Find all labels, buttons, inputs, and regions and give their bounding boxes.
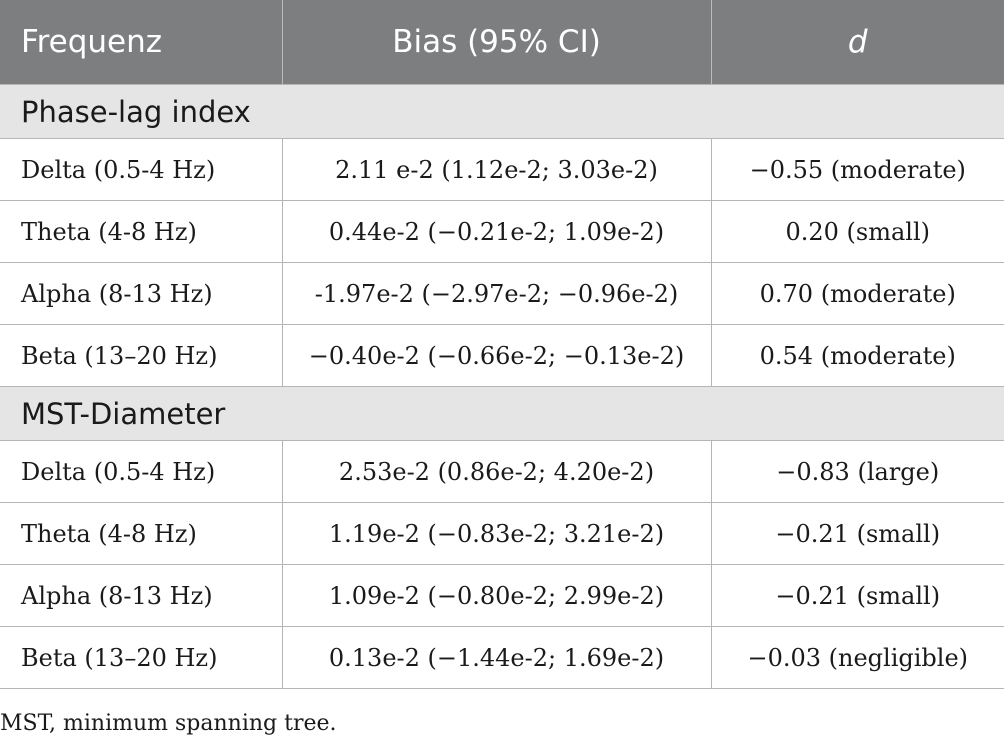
table-row: Beta (13–20 Hz) 0.13e-2 (−1.44e-2; 1.69e…	[0, 626, 1004, 689]
table-header: Frequenz Bias (95% CI) d	[0, 0, 1004, 85]
table-row: Delta (0.5-4 Hz) 2.53e-2 (0.86e-2; 4.20e…	[0, 440, 1004, 503]
header-bias: Bias (95% CI)	[282, 0, 712, 85]
effect-size-cell: −0.55 (moderate)	[711, 138, 1004, 201]
header-frequency: Frequenz	[0, 0, 283, 85]
effect-size-cell: 0.70 (moderate)	[711, 262, 1004, 325]
header-d: d	[711, 0, 1004, 85]
table-row: Beta (13–20 Hz) −0.40e-2 (−0.66e-2; −0.1…	[0, 324, 1004, 387]
section-row: Phase-lag index	[0, 84, 1004, 139]
frequency-cell: Theta (4-8 Hz)	[0, 502, 283, 565]
table-row: Theta (4-8 Hz) 0.44e-2 (−0.21e-2; 1.09e-…	[0, 200, 1004, 263]
bias-cell: -1.97e-2 (−2.97e-2; −0.96e-2)	[282, 262, 712, 325]
bias-cell: 1.09e-2 (−0.80e-2; 2.99e-2)	[282, 564, 712, 627]
table-body: Phase-lag index Delta (0.5-4 Hz) 2.11 e-…	[0, 84, 1004, 689]
frequency-cell: Delta (0.5-4 Hz)	[0, 440, 283, 503]
results-table: Frequenz Bias (95% CI) d Phase-lag index…	[0, 0, 1004, 689]
frequency-cell: Alpha (8-13 Hz)	[0, 564, 283, 627]
table-row: Alpha (8-13 Hz) -1.97e-2 (−2.97e-2; −0.9…	[0, 262, 1004, 325]
bias-cell: 2.11 e-2 (1.12e-2; 3.03e-2)	[282, 138, 712, 201]
frequency-cell: Delta (0.5-4 Hz)	[0, 138, 283, 201]
bias-cell: 0.13e-2 (−1.44e-2; 1.69e-2)	[282, 626, 712, 689]
frequency-cell: Beta (13–20 Hz)	[0, 626, 283, 689]
effect-size-cell: −0.21 (small)	[711, 564, 1004, 627]
table-footnote: MST, minimum spanning tree.	[0, 711, 337, 736]
table-row: Delta (0.5-4 Hz) 2.11 e-2 (1.12e-2; 3.03…	[0, 138, 1004, 201]
table-row: Theta (4-8 Hz) 1.19e-2 (−0.83e-2; 3.21e-…	[0, 502, 1004, 565]
bias-cell: 1.19e-2 (−0.83e-2; 3.21e-2)	[282, 502, 712, 565]
effect-size-cell: 0.54 (moderate)	[711, 324, 1004, 387]
effect-size-cell: −0.83 (large)	[711, 440, 1004, 503]
bias-cell: −0.40e-2 (−0.66e-2; −0.13e-2)	[282, 324, 712, 387]
section-row: MST-Diameter	[0, 386, 1004, 441]
frequency-cell: Alpha (8-13 Hz)	[0, 262, 283, 325]
header-row: Frequenz Bias (95% CI) d	[0, 0, 1004, 85]
effect-size-cell: −0.21 (small)	[711, 502, 1004, 565]
frequency-cell: Beta (13–20 Hz)	[0, 324, 283, 387]
bias-cell: 2.53e-2 (0.86e-2; 4.20e-2)	[282, 440, 712, 503]
section-title-phase-lag-index: Phase-lag index	[0, 84, 1004, 139]
effect-size-cell: −0.03 (negligible)	[711, 626, 1004, 689]
section-title-mst-diameter: MST-Diameter	[0, 386, 1004, 441]
bias-cell: 0.44e-2 (−0.21e-2; 1.09e-2)	[282, 200, 712, 263]
table-row: Alpha (8-13 Hz) 1.09e-2 (−0.80e-2; 2.99e…	[0, 564, 1004, 627]
effect-size-cell: 0.20 (small)	[711, 200, 1004, 263]
frequency-cell: Theta (4-8 Hz)	[0, 200, 283, 263]
